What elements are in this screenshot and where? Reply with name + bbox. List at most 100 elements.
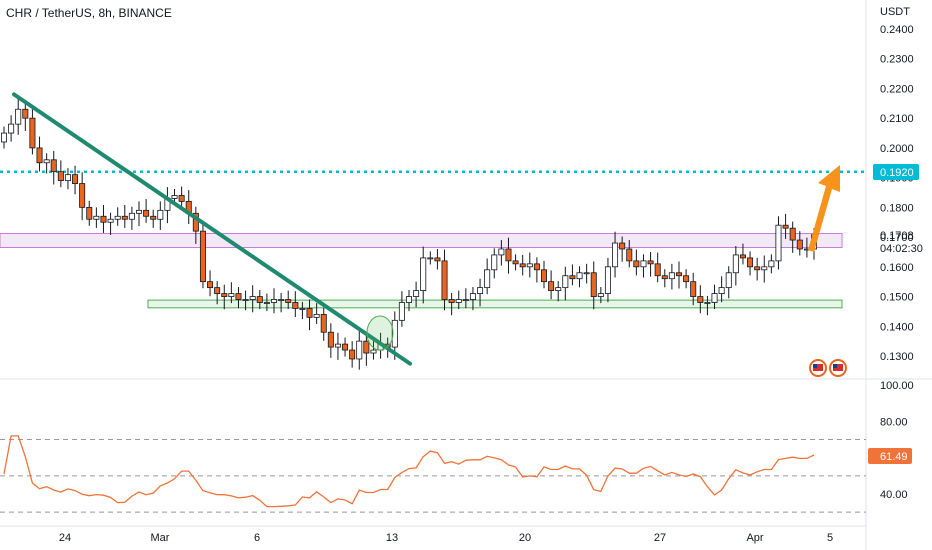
candle	[86, 200, 93, 226]
candle	[22, 102, 29, 131]
candle	[732, 246, 739, 286]
candle-body	[498, 248, 505, 256]
annotation-zones	[0, 170, 866, 309]
candle	[526, 252, 533, 278]
rsi-line	[3, 435, 815, 508]
candle-body	[541, 269, 548, 283]
price-axis[interactable]: USDT 0.24000.23000.22000.21000.20000.190…	[880, 6, 914, 363]
candle-body	[462, 299, 469, 301]
drawings-layer	[12, 92, 840, 366]
candle	[121, 204, 128, 228]
candle-body	[405, 296, 412, 303]
svg-text:61.49: 61.49	[880, 451, 908, 463]
candle-body	[448, 299, 455, 303]
candle-body	[775, 224, 782, 262]
candle	[427, 251, 434, 265]
candle-body	[583, 272, 590, 275]
candle	[128, 206, 135, 230]
candle	[739, 243, 746, 265]
candle-body	[505, 248, 512, 262]
candle-body	[8, 123, 15, 134]
candle	[612, 231, 619, 278]
candle-body	[398, 302, 405, 321]
candle-body	[292, 302, 299, 309]
candle	[647, 251, 654, 277]
candle-body	[86, 206, 93, 220]
candle	[79, 172, 86, 221]
candle	[285, 290, 292, 310]
chart-title: CHR / TetherUS, 8h, BINANCE	[6, 6, 172, 20]
candle-body	[619, 242, 626, 250]
candle	[64, 168, 71, 190]
candle	[683, 269, 690, 289]
candle	[576, 266, 583, 288]
candle	[789, 221, 796, 253]
candle-body	[235, 293, 242, 300]
candle	[498, 240, 505, 266]
candle	[668, 263, 675, 290]
time-axis[interactable]: 24 Mar 6 13 20 27 Apr 5	[59, 532, 833, 544]
candle-body	[285, 299, 292, 303]
candle-body	[192, 212, 199, 232]
candle	[363, 334, 370, 366]
candle	[278, 292, 285, 313]
candle	[157, 201, 164, 230]
candle	[349, 341, 356, 368]
candle-body	[420, 257, 427, 291]
time-tick-label: 20	[519, 532, 531, 544]
candle-body	[214, 287, 221, 294]
candle	[143, 199, 150, 223]
candle-body	[278, 299, 285, 301]
candle	[299, 301, 306, 320]
candle-body	[683, 275, 690, 283]
price-tick-label: 0.2000	[880, 143, 914, 155]
candle	[541, 260, 548, 289]
candle-body	[242, 299, 249, 301]
candle-body	[114, 215, 121, 220]
event-flag-icon[interactable]	[829, 359, 847, 377]
candle	[484, 258, 491, 295]
candle-body	[143, 209, 150, 217]
candle	[505, 237, 512, 274]
candle-body	[342, 343, 349, 351]
candle-body	[256, 296, 263, 303]
candle-body	[327, 331, 334, 348]
candle	[562, 266, 569, 301]
candle-body	[107, 218, 114, 223]
price-tick-label: 0.1600	[880, 262, 914, 274]
candle	[107, 212, 114, 236]
candle-body	[22, 108, 29, 119]
candles-layer	[0, 97, 818, 370]
event-flag-icon[interactable]	[809, 359, 827, 377]
candle	[555, 281, 562, 302]
candle-body	[647, 260, 654, 265]
candle-body	[50, 159, 57, 173]
candle-body	[590, 272, 597, 297]
candle-body	[768, 260, 775, 268]
candle-body	[754, 266, 761, 271]
candle	[533, 257, 540, 283]
candle	[57, 160, 64, 188]
candle	[135, 201, 142, 227]
candle-body	[796, 239, 803, 250]
candle	[327, 323, 334, 358]
candle-body	[455, 299, 462, 303]
candle	[72, 165, 79, 195]
candle	[626, 240, 633, 268]
candle-body	[64, 174, 71, 182]
svg-text:0.1708: 0.1708	[880, 230, 914, 242]
candle	[690, 272, 697, 306]
candle-body	[135, 209, 142, 214]
candle	[434, 248, 441, 270]
candle-body	[725, 272, 732, 289]
candle-body	[100, 215, 107, 223]
candle-body	[79, 183, 86, 208]
candle	[342, 337, 349, 357]
time-tick-label: 6	[254, 532, 260, 544]
candle	[775, 216, 782, 270]
candle	[619, 236, 626, 262]
candle-body	[711, 293, 718, 303]
candle-body	[263, 302, 270, 304]
candle	[583, 263, 590, 284]
